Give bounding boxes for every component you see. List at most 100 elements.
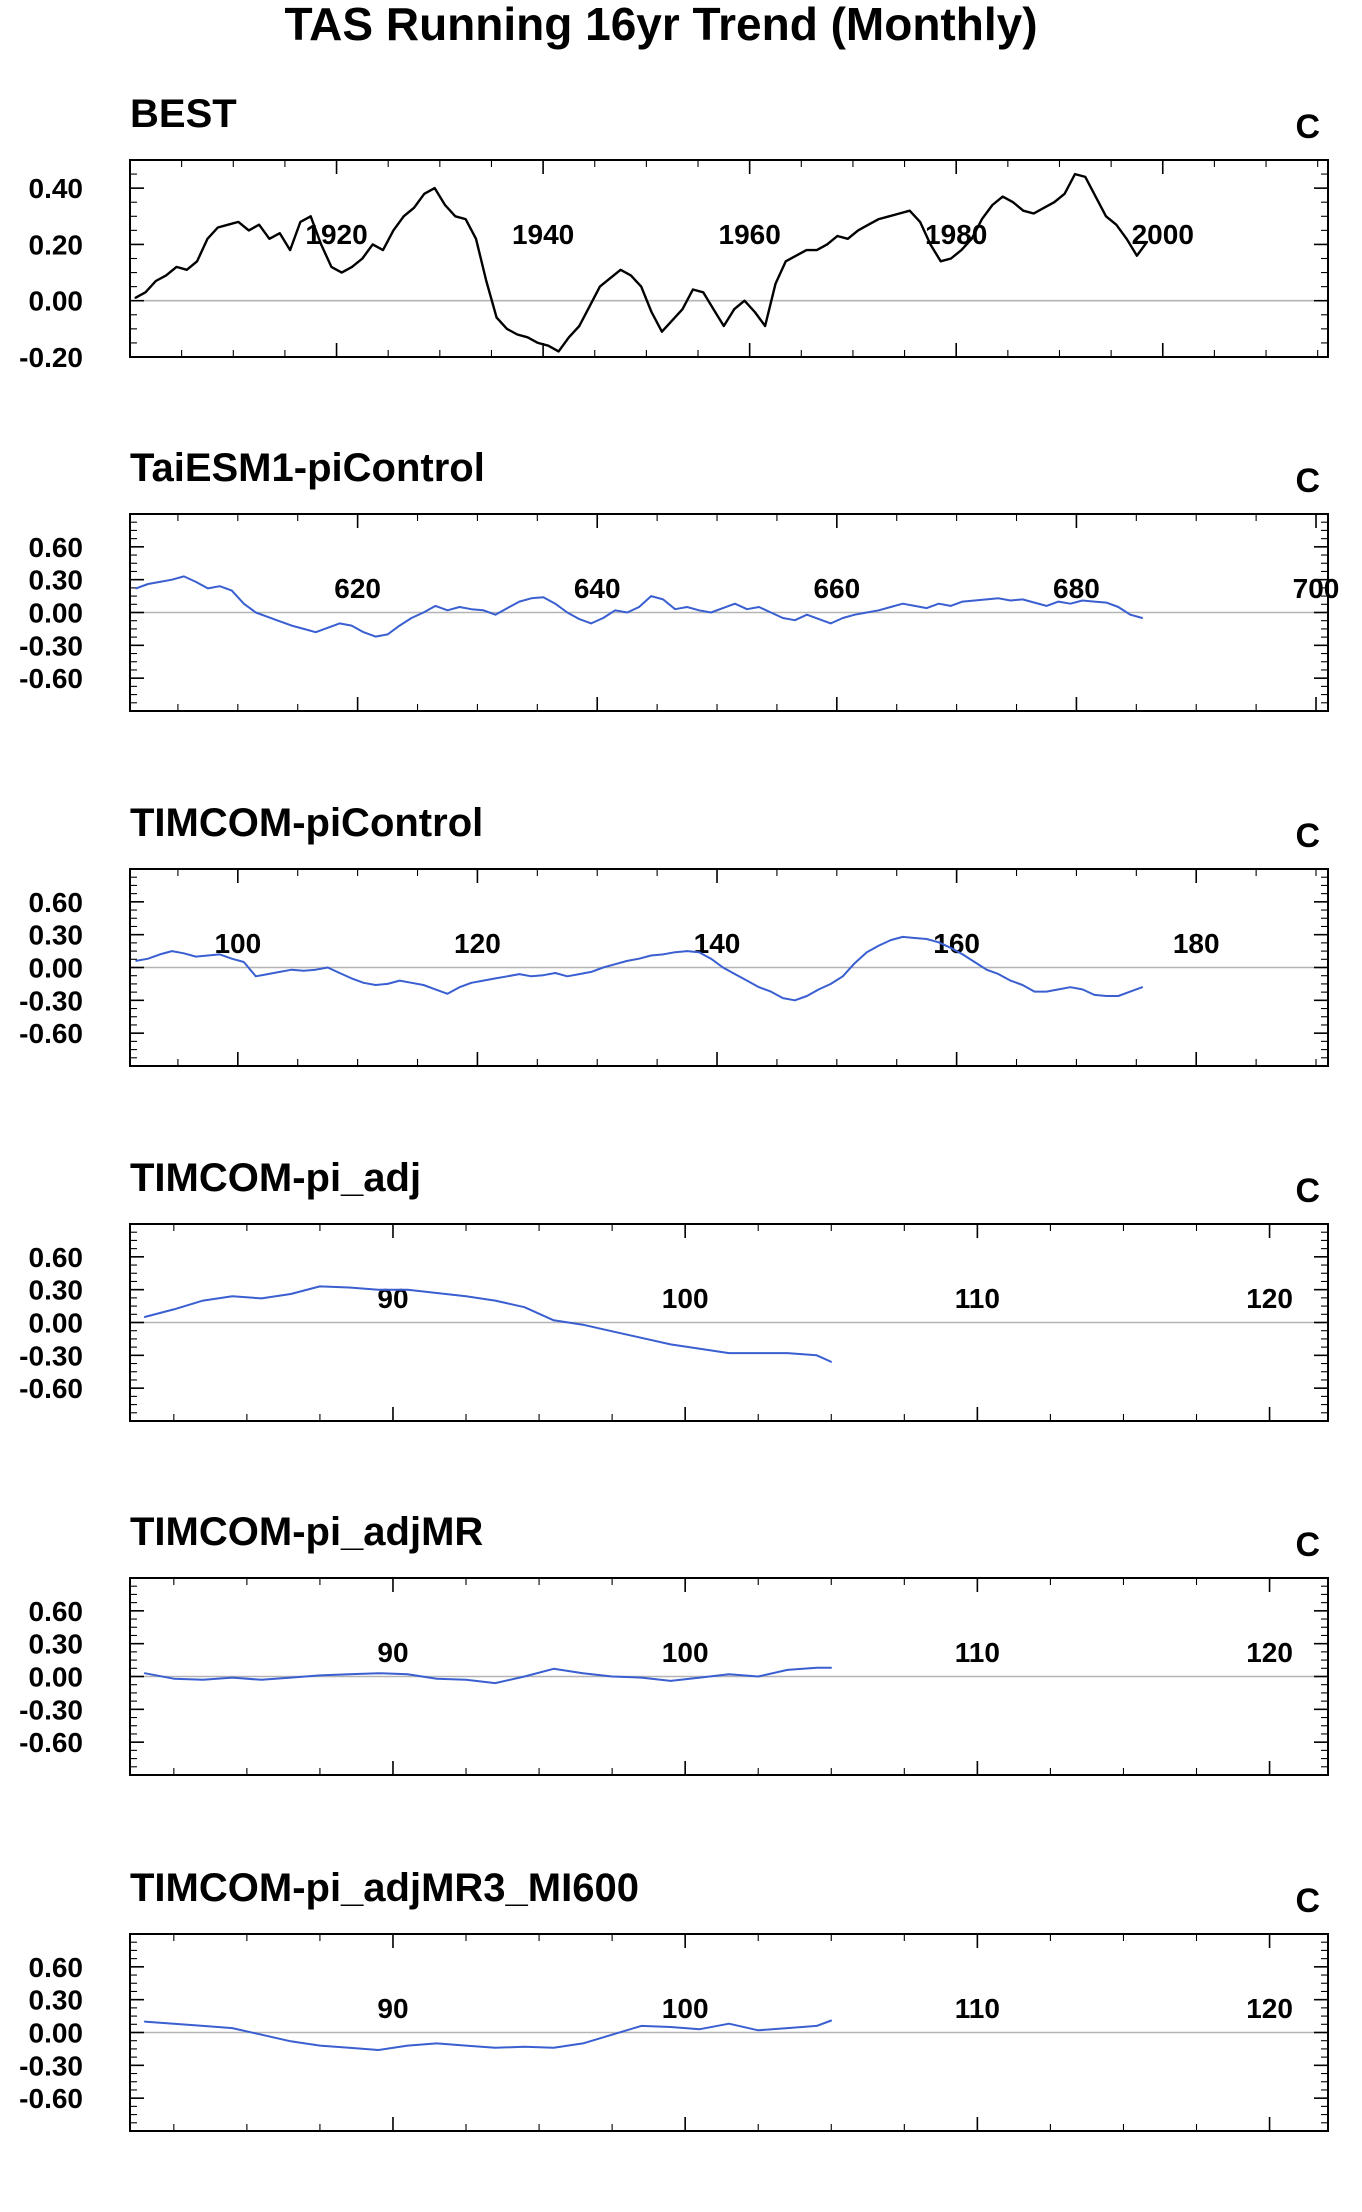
data-point [1045, 990, 1048, 993]
y-tick-label: -0.30 [19, 2050, 83, 2081]
data-point [1074, 173, 1076, 175]
y-tick-label: 0.20 [29, 229, 84, 260]
data-point [542, 974, 545, 976]
data-point [1081, 599, 1084, 602]
data-point [219, 953, 221, 956]
data-point [302, 628, 305, 630]
data-point [350, 977, 353, 980]
data-point [1136, 254, 1138, 257]
data-point [702, 291, 704, 294]
data-point [758, 986, 760, 988]
unit-label: C [1295, 462, 1320, 500]
data-point [686, 950, 688, 952]
data-point [134, 297, 136, 299]
data-point [1033, 990, 1036, 993]
data-point [219, 585, 221, 588]
data-point [728, 2022, 730, 2025]
data-point [289, 249, 291, 251]
data-point [757, 2029, 760, 2032]
data-point [650, 311, 653, 313]
data-point [1057, 988, 1060, 991]
data-point [216, 226, 219, 229]
data-point [1129, 990, 1132, 993]
x-tick-label: 120 [454, 928, 501, 959]
data-point [444, 204, 446, 206]
data-point [183, 575, 185, 578]
data-point [619, 268, 622, 271]
data-point [278, 971, 281, 973]
data-point [671, 319, 673, 322]
data-point [143, 1672, 146, 1675]
y-tick-label: -0.30 [19, 1340, 83, 1371]
data-point [1115, 223, 1118, 226]
data-point [991, 204, 994, 206]
plot-frame [129, 513, 1329, 712]
data-point [865, 951, 868, 953]
data-point [374, 635, 377, 638]
y-tick-label: 0.00 [29, 2018, 84, 2049]
data-point [662, 598, 664, 601]
data-point [202, 2025, 204, 2027]
data-point [806, 995, 808, 997]
data-point [552, 1319, 555, 1322]
x-tick-label: 640 [574, 573, 621, 604]
data-point [348, 2047, 350, 2049]
data-point [919, 221, 921, 223]
data-point [757, 1352, 760, 1354]
data-point [842, 617, 844, 619]
data-point [446, 992, 449, 995]
unit-label: C [1295, 817, 1320, 855]
data-point [728, 1673, 730, 1676]
x-tick-label: 1960 [719, 219, 781, 250]
data-point [392, 229, 395, 232]
data-point [351, 266, 353, 268]
y-tick-label: 0.60 [29, 887, 84, 918]
data-point [1093, 994, 1096, 996]
data-point [206, 238, 209, 240]
x-tick-label: 90 [377, 1637, 408, 1668]
panel-title: TIMCOM-pi_adjMR [130, 1510, 483, 1554]
panel-6: TIMCOM-pi_adjMR3_MI600 C 90 100 110 120 -0.60-… [19, 1866, 1329, 2132]
panel-title: BEST [130, 92, 237, 136]
data-point [770, 990, 772, 993]
data-point [937, 602, 940, 605]
data-point [422, 984, 425, 986]
data-point [913, 605, 916, 607]
data-point [314, 968, 317, 971]
series-line [135, 935, 1143, 1002]
data-point [485, 280, 488, 282]
figure-title: TAS Running 16yr Trend (Monthly) [284, 0, 1037, 50]
data-point [640, 2025, 643, 2027]
data-point [698, 1676, 701, 1679]
x-tick-label: 1940 [512, 219, 574, 250]
x-tick-label: 120 [1246, 1637, 1293, 1668]
x-tick-label: 120 [1246, 1993, 1293, 2024]
data-point [786, 2027, 789, 2029]
data-point [681, 308, 684, 310]
data-point [734, 602, 736, 605]
data-point [578, 973, 581, 975]
data-point [794, 999, 796, 1002]
data-point [523, 1306, 526, 1308]
data-point [733, 308, 735, 310]
data-point [143, 2020, 146, 2023]
data-point [434, 988, 437, 991]
data-point [785, 260, 787, 263]
data-point [973, 599, 976, 602]
data-point [698, 609, 700, 612]
data-point [566, 611, 569, 614]
data-point [406, 1673, 409, 1676]
data-point [997, 973, 1000, 975]
data-point [436, 1677, 438, 1680]
data-point [422, 611, 425, 614]
data-point [662, 953, 664, 956]
x-tick-label: 100 [662, 1283, 709, 1314]
data-point [961, 600, 964, 603]
data-point [243, 602, 245, 605]
data-point [175, 266, 178, 268]
data-point [626, 611, 628, 614]
data-point [630, 274, 632, 277]
data-point [475, 238, 477, 240]
data-point [669, 1343, 672, 1346]
